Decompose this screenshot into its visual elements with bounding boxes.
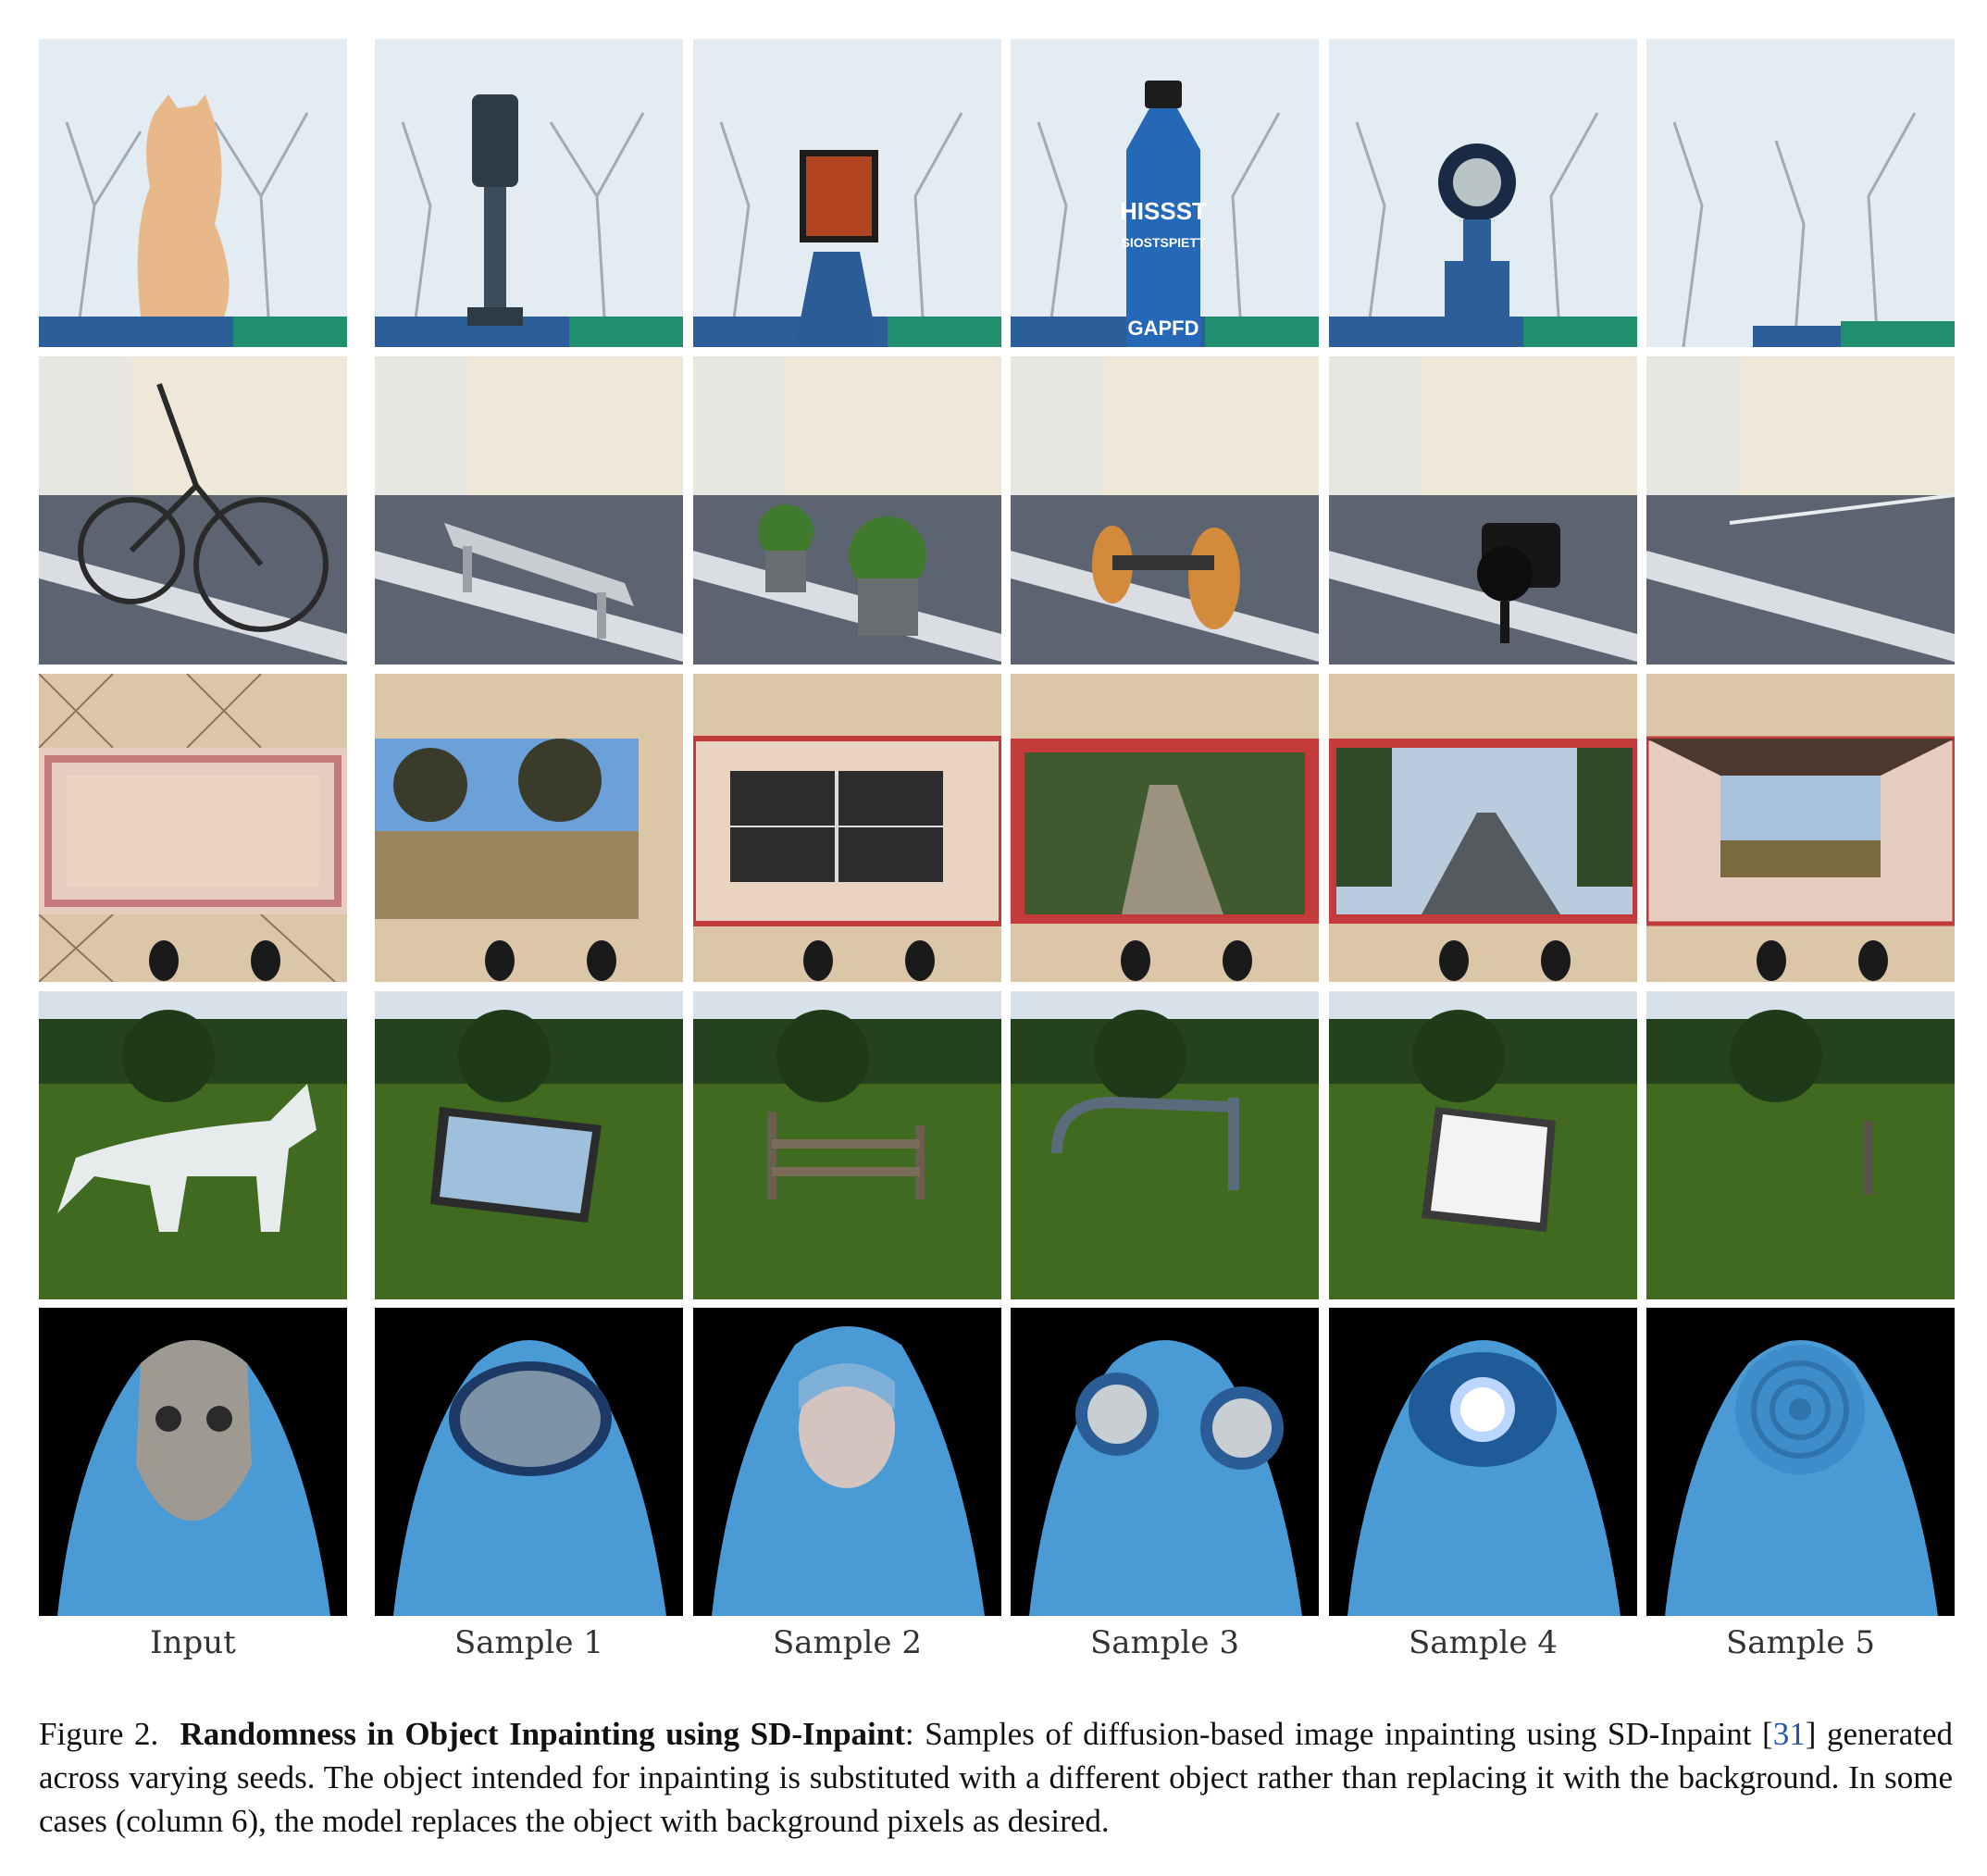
image-cell-row4-sample4 [1329, 991, 1637, 1299]
image-cell-row1-input [39, 39, 347, 347]
image-cell-row2-sample3 [1011, 356, 1319, 665]
column-label-sample-3: Sample 3 [1089, 1624, 1239, 1661]
image-cell-row4-sample3 [1011, 991, 1319, 1299]
image-cell-row4-sample5 [1646, 991, 1955, 1299]
image-cell-row3-sample1 [375, 674, 683, 982]
figure-caption: Figure 2. Randomness in Object Inpaintin… [39, 1712, 1953, 1843]
image-cell-row5-sample5 [1646, 1308, 1955, 1616]
bottle-text-line2: SIOSTSPIETT [1121, 235, 1205, 250]
image-cell-row2-input [39, 356, 347, 665]
image-cell-row1-sample2 [693, 39, 1001, 347]
image-cell-row1-sample5 [1646, 39, 1955, 347]
image-cell-row2-sample5 [1646, 356, 1955, 665]
caption-text-after-ref: ] generated across varying seeds. The ob… [39, 1716, 1953, 1839]
image-cell-row2-sample4 [1329, 356, 1637, 665]
caption-title: Randomness in Object Inpainting using SD… [180, 1716, 905, 1752]
image-cell-row4-sample1 [375, 991, 683, 1299]
image-cell-row2-sample2 [693, 356, 1001, 665]
image-cell-row5-sample4 [1329, 1308, 1637, 1616]
image-cell-row5-input [39, 1308, 347, 1616]
image-cell-row2-sample1 [375, 356, 683, 665]
bottle-text-line3: GAPFD [1128, 317, 1199, 340]
image-cell-row1-sample3: HISSST SIOSTSPIETT GAPFD [1011, 39, 1319, 347]
column-label-input: Input [150, 1624, 236, 1661]
image-cell-row3-sample5 [1646, 674, 1955, 982]
image-cell-row3-input [39, 674, 347, 982]
column-label-sample-1: Sample 1 [453, 1624, 603, 1661]
image-cell-row5-sample1 [375, 1308, 683, 1616]
image-cell-row1-sample1 [375, 39, 683, 347]
image-cell-row1-sample4 [1329, 39, 1637, 347]
bottle-text-line1: HISSST [1120, 197, 1207, 225]
image-cell-row5-sample2 [693, 1308, 1001, 1616]
column-label-sample-2: Sample 2 [772, 1624, 922, 1661]
image-cell-row3-sample4 [1329, 674, 1637, 982]
column-label-sample-5: Sample 5 [1725, 1624, 1875, 1661]
image-cell-row3-sample3 [1011, 674, 1319, 982]
image-cell-row5-sample3 [1011, 1308, 1319, 1616]
column-label-sample-4: Sample 4 [1408, 1624, 1558, 1661]
image-cell-row4-input [39, 991, 347, 1299]
caption-figure-label: Figure 2. [39, 1716, 159, 1752]
image-cell-row3-sample2 [693, 674, 1001, 982]
caption-citation-link[interactable]: 31 [1772, 1716, 1806, 1752]
image-cell-row4-sample2 [693, 991, 1001, 1299]
caption-text-before-ref: : Samples of diffusion-based image inpai… [904, 1716, 1773, 1752]
